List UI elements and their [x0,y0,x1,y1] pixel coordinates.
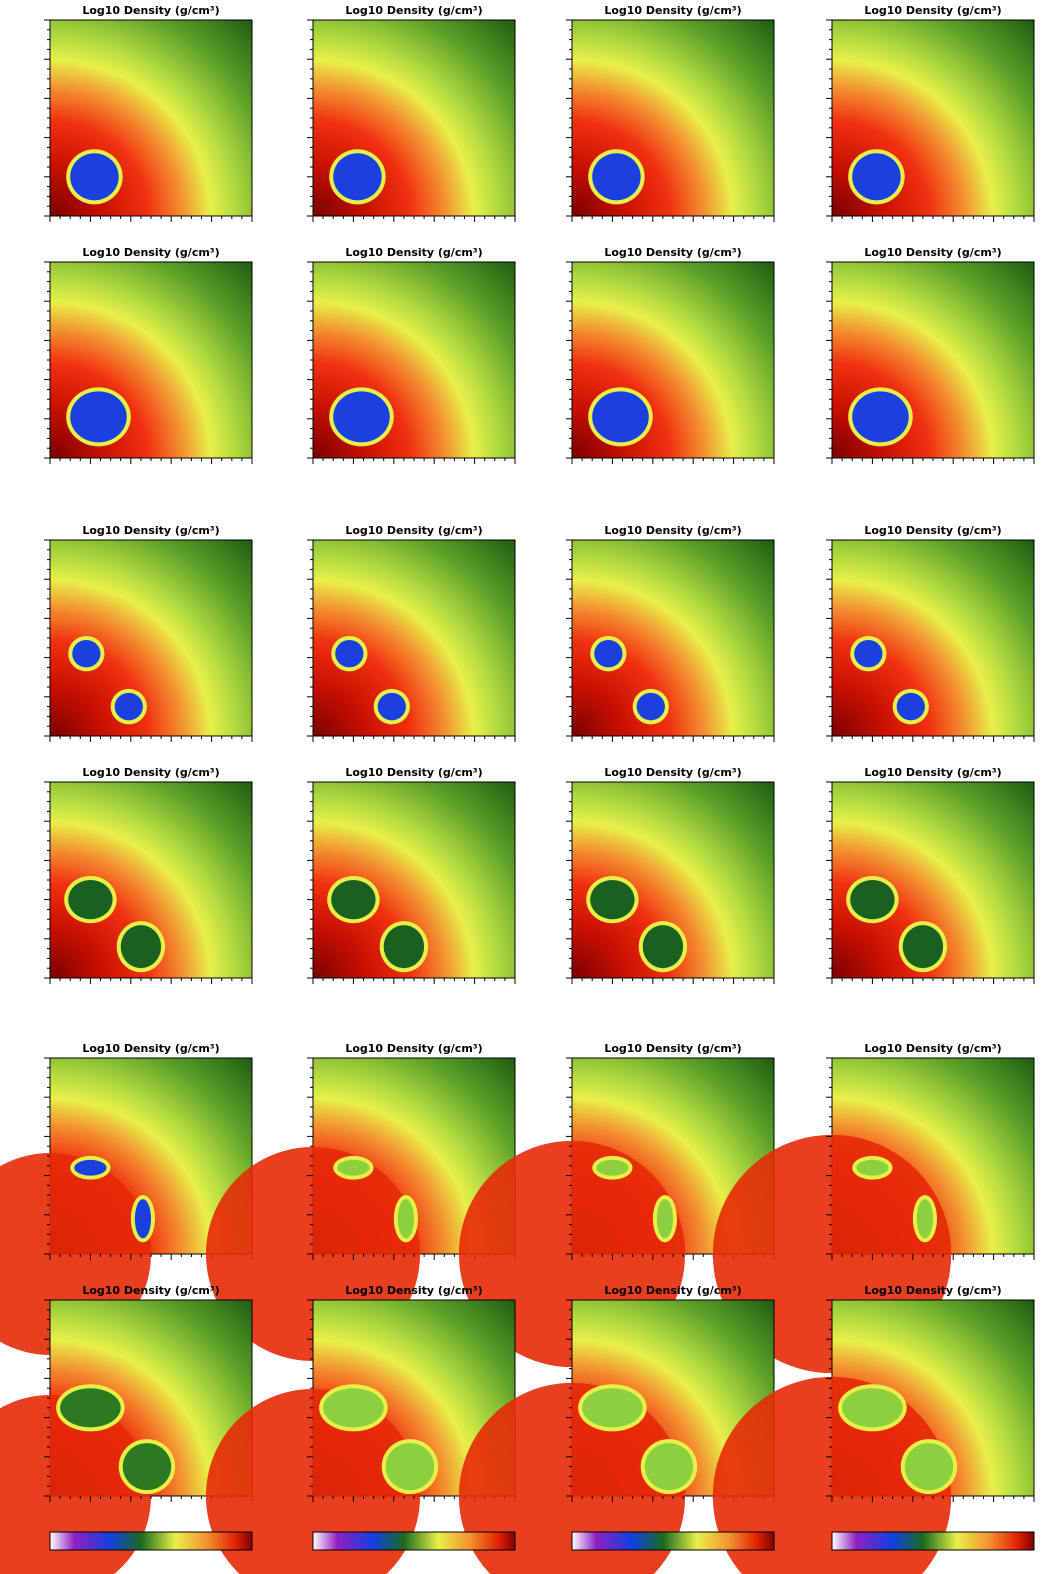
panel-title: Log10 Density (g/cm³) [82,4,219,17]
blob [385,1443,435,1491]
panel-title: Log10 Density (g/cm³) [82,766,219,779]
blob [850,880,895,920]
panel-title: Log10 Density (g/cm³) [604,246,741,259]
blob [335,639,364,668]
panel-title: Log10 Density (g/cm³) [864,524,1001,537]
blob [397,1199,415,1239]
panel-title: Log10 Density (g/cm³) [604,1284,741,1297]
colorbar [312,1531,516,1551]
blob [852,153,901,201]
blob [596,1159,629,1176]
blob [331,880,376,920]
blob [377,692,406,721]
colorbar [49,1531,253,1551]
panel-title: Log10 Density (g/cm³) [864,246,1001,259]
blob [74,1159,107,1176]
expanded-core [205,1388,421,1574]
panel-title: Log10 Density (g/cm³) [864,1284,1001,1297]
blob [120,925,162,969]
blob [70,391,127,443]
blob [902,925,944,969]
blob [592,153,641,201]
panel-title: Log10 Density (g/cm³) [345,1042,482,1055]
blob [656,1199,673,1239]
blob [852,391,909,443]
panel-title: Log10 Density (g/cm³) [345,4,482,17]
panel-title: Log10 Density (g/cm³) [82,246,219,259]
blob [337,1159,370,1176]
panel-title: Log10 Density (g/cm³) [345,524,482,537]
blob [134,1199,151,1239]
panel-title: Log10 Density (g/cm³) [82,524,219,537]
panel-title: Log10 Density (g/cm³) [604,4,741,17]
blob [323,1388,384,1428]
blob [636,692,665,721]
blob [333,153,382,201]
blob [896,692,925,721]
blob [592,391,649,443]
expanded-core [0,1395,151,1574]
panel-title: Log10 Density (g/cm³) [345,766,482,779]
blob [582,1388,643,1428]
panel-title: Log10 Density (g/cm³) [864,4,1001,17]
panel-title: Log10 Density (g/cm³) [604,1042,741,1055]
colorbar [831,1531,1035,1551]
panel-title: Log10 Density (g/cm³) [864,1042,1001,1055]
panel-title: Log10 Density (g/cm³) [82,1284,219,1297]
density-map [49,261,253,459]
blob [333,391,390,443]
blob [842,1388,903,1428]
blob [590,880,635,920]
blob [60,1388,121,1428]
blob [72,639,101,668]
blob [114,692,143,721]
blob [856,1159,889,1176]
blob [70,153,119,201]
panel-title: Log10 Density (g/cm³) [604,766,741,779]
blob [383,925,425,969]
colorbar [571,1531,775,1551]
blob [904,1443,954,1491]
blob [642,925,684,969]
blob [644,1443,694,1491]
blob [854,639,883,668]
blob [916,1199,933,1239]
blob [594,639,623,668]
panel-title: Log10 Density (g/cm³) [864,766,1001,779]
panel-title: Log10 Density (g/cm³) [345,246,482,259]
panel-title: Log10 Density (g/cm³) [345,1284,482,1297]
blob [68,880,113,920]
panel-title: Log10 Density (g/cm³) [82,1042,219,1055]
panel-title: Log10 Density (g/cm³) [604,524,741,537]
expanded-core [458,1382,686,1574]
blob [122,1443,172,1491]
